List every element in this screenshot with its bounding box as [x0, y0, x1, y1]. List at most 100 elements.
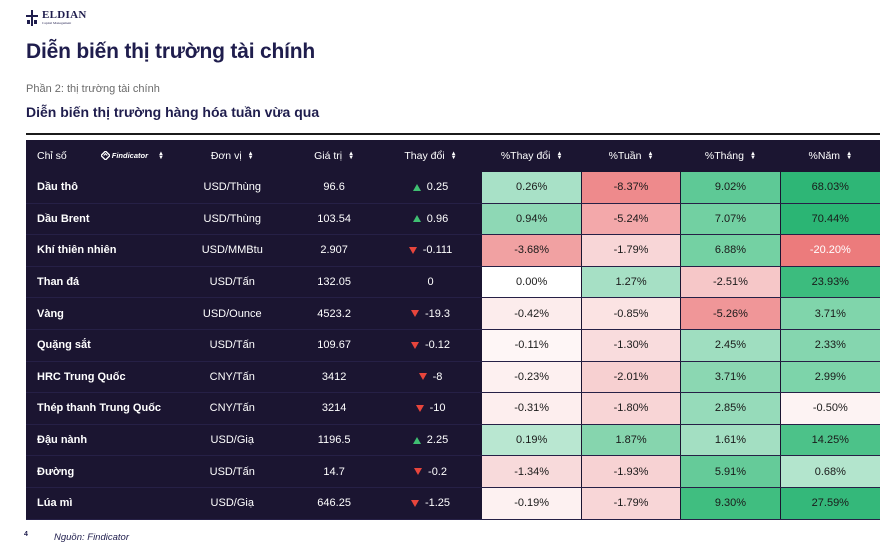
- findicator-brand: Findicator: [100, 151, 149, 161]
- page-title: Diễn biến thị trường tài chính: [26, 40, 315, 63]
- row-unit: USD/Tấn: [209, 339, 255, 352]
- row-pct-year: 68.03%: [780, 172, 880, 203]
- table-row[interactable]: Khí thiên nhiên USD/MMBtu 2.907 -0.111 -3.68…: [26, 235, 880, 267]
- row-unit: USD/Tấn: [209, 276, 255, 289]
- row-change-value: 0.25: [426, 181, 449, 194]
- row-unit: USD/Giạ: [210, 434, 254, 447]
- source-note: Nguồn: Findicator: [54, 532, 129, 543]
- sort-icon: ▲ ▼: [348, 150, 355, 161]
- row-change: -10: [379, 393, 483, 424]
- arrow-up-icon: [412, 436, 421, 444]
- row-change: -0.111: [379, 235, 483, 266]
- row-change-value: -8: [432, 370, 443, 383]
- row-pct-year: 70.44%: [780, 203, 880, 235]
- header-name[interactable]: Chỉ số Findicator ▲ ▼: [26, 140, 175, 172]
- row-pct-month: -5.26%: [681, 298, 781, 329]
- row-unit: CNY/Tấn: [209, 370, 255, 383]
- arrow-down-icon: [418, 373, 427, 381]
- row-pct-change: -0.23%: [482, 361, 582, 393]
- header-pct-change[interactable]: %Thay đổi ▲ ▼: [482, 140, 582, 172]
- eldian-logo: ELDIAN Capital Management: [26, 10, 87, 26]
- row-pct-week: -2.01%: [581, 361, 682, 393]
- row-pct-year: 2.33%: [780, 330, 880, 361]
- header-pct-year[interactable]: %Năm ▲ ▼: [781, 140, 880, 172]
- row-pct-week: 1.27%: [581, 266, 682, 298]
- row-pct-change: -0.11%: [482, 330, 582, 361]
- arrow-down-icon: [410, 310, 419, 318]
- table-row[interactable]: Thép thanh Trung Quốc CNY/Tấn 3214 -10 -0.31…: [26, 393, 880, 425]
- row-pct-year: -20.20%: [780, 235, 880, 266]
- header-unit-label: Đơn vị: [210, 149, 242, 162]
- row-pct-week: -1.79%: [581, 235, 682, 266]
- row-name: Lúa mì: [37, 497, 73, 510]
- row-price: 109.67: [317, 339, 351, 352]
- row-pct-week: -1.80%: [581, 393, 682, 424]
- row-unit: CNY/Tấn: [209, 402, 255, 415]
- row-price: 132.05: [317, 276, 351, 289]
- row-pct-month: -2.51%: [681, 266, 781, 298]
- table-row[interactable]: Than đá USD/Tấn 132.05 0 0.00% 1.27% -2.51% 23.…: [26, 266, 880, 299]
- row-change: 2.25: [379, 425, 483, 456]
- header-pct-year-label: %Năm: [808, 149, 841, 162]
- row-change-value: -0.2: [428, 465, 447, 478]
- table-row[interactable]: Lúa mì USD/Giạ 646.25 -1.25 -0.19% -1.79% 9.30…: [26, 488, 880, 520]
- row-pct-week: 1.87%: [581, 424, 682, 456]
- table-row[interactable]: Dầu Brent USD/Thùng 103.54 0.96 0.94% -5.24% 7…: [26, 203, 880, 236]
- sort-icon: ▲ ▼: [450, 150, 457, 161]
- row-name: Dầu thô: [37, 181, 78, 194]
- table-row[interactable]: Đường USD/Tấn 14.7 -0.2 -1.34% -1.93% 5.91% 0.6…: [26, 456, 880, 488]
- row-pct-month: 9.02%: [681, 172, 781, 203]
- row-unit: USD/Tấn: [209, 465, 255, 478]
- arrow-up-icon: [412, 183, 421, 191]
- table-row[interactable]: Quặng sắt USD/Tấn 109.67 -0.12 -0.11% -1.30% 2…: [26, 330, 880, 362]
- row-pct-week: -1.79%: [581, 488, 682, 519]
- row-pct-change: 0.00%: [482, 266, 582, 298]
- findicator-label: Findicator: [111, 151, 149, 161]
- row-change-value: 0: [427, 276, 434, 289]
- arrow-down-icon: [410, 499, 419, 507]
- header-unit[interactable]: Đơn vị ▲ ▼: [175, 140, 290, 172]
- row-change-value: 0.96: [426, 212, 449, 225]
- row-name: Thép thanh Trung Quốc: [37, 402, 162, 415]
- row-name: Khí thiên nhiên: [37, 244, 117, 257]
- row-price: 3412: [321, 370, 347, 383]
- header-pct-month-label: %Tháng: [704, 149, 744, 162]
- row-pct-change: 0.94%: [482, 203, 582, 235]
- row-unit: USD/Giạ: [210, 497, 254, 510]
- row-pct-year: 2.99%: [780, 361, 880, 393]
- row-change: 0: [379, 267, 483, 298]
- table-row[interactable]: HRC Trung Quốc CNY/Tấn 3412 -8 -0.23% -2.01% 3…: [26, 361, 880, 394]
- header-pct-week[interactable]: %Tuần ▲ ▼: [582, 140, 682, 172]
- arrow-down-icon: [410, 341, 419, 349]
- row-name: Dầu Brent: [37, 212, 90, 225]
- row-change: -19.3: [379, 298, 483, 329]
- header-change[interactable]: Thay đổi ▲ ▼: [379, 140, 483, 172]
- table-row[interactable]: Đậu nành USD/Giạ 1196.5 2.25 0.19% 1.87% 1.61%…: [26, 424, 880, 457]
- section-label: Phần 2: thị trường tài chính: [26, 83, 160, 95]
- header-price-label: Giá trị: [314, 149, 343, 162]
- row-change-value: 2.25: [426, 434, 449, 447]
- arrow-up-icon: [412, 215, 421, 223]
- row-pct-change: -0.31%: [482, 393, 582, 424]
- sort-icon: ▲ ▼: [846, 150, 853, 161]
- header-pct-month[interactable]: %Tháng ▲ ▼: [681, 140, 781, 172]
- table-row[interactable]: Vàng USD/Ounce 4523.2 -19.3 -0.42% -0.85% -5.2…: [26, 298, 880, 330]
- table-row[interactable]: Dầu thô USD/Thùng 96.6 0.25 0.26% -8.37% 9.02%…: [26, 172, 880, 204]
- row-pct-change: -3.68%: [482, 235, 582, 266]
- row-pct-change: -0.42%: [482, 298, 582, 329]
- row-pct-week: -1.30%: [581, 330, 682, 361]
- header-price[interactable]: Giá trị ▲ ▼: [290, 140, 379, 172]
- row-name: Quặng sắt: [37, 339, 91, 352]
- row-pct-year: 14.25%: [780, 424, 880, 456]
- row-change-value: -0.12: [424, 339, 451, 352]
- row-change: -0.2: [379, 456, 483, 487]
- row-price: 646.25: [317, 497, 351, 510]
- row-pct-week: -0.85%: [581, 298, 682, 329]
- row-pct-year: 23.93%: [780, 266, 880, 298]
- header-name-label: Chỉ số: [37, 149, 67, 162]
- row-price: 103.54: [317, 212, 351, 225]
- row-pct-month: 5.91%: [681, 456, 781, 487]
- row-pct-change: -0.19%: [482, 488, 582, 519]
- row-change: -8: [379, 362, 483, 393]
- row-name: Than đá: [37, 276, 80, 289]
